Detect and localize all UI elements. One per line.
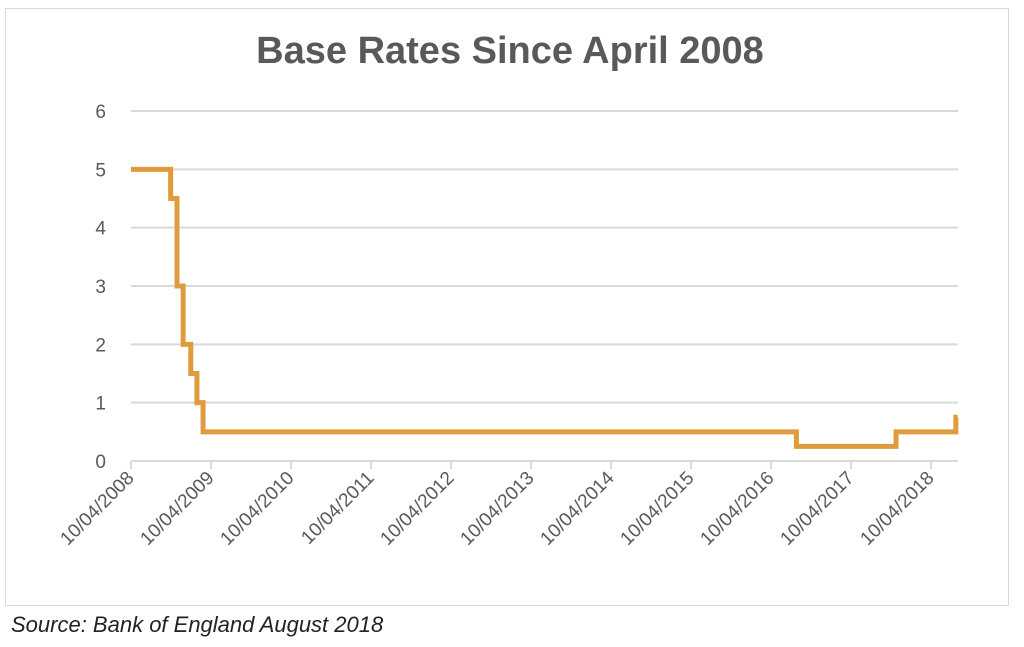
y-tick-label: 2: [95, 335, 106, 356]
x-tick-label: 10/04/2011: [297, 468, 378, 549]
y-tick-label: 5: [95, 160, 106, 181]
x-tick-label: 10/04/2012: [376, 468, 458, 550]
y-tick-label: 6: [95, 102, 106, 123]
x-tick-label: 10/04/2008: [56, 468, 138, 550]
chart-title: Base Rates Since April 2008: [256, 30, 764, 72]
rate-line: [131, 166, 959, 449]
x-tick-label: 10/04/2014: [536, 467, 618, 549]
x-tick-label: 10/04/2016: [696, 468, 778, 550]
x-tick-label: 10/04/2009: [136, 468, 218, 550]
chart-frame: [5, 8, 1009, 606]
x-tick-label: 10/04/2018: [856, 468, 938, 550]
y-tick-label: 1: [95, 394, 106, 415]
source-note: Source: Bank of England August 2018: [11, 612, 384, 637]
y-tick-label: 4: [95, 219, 106, 240]
x-tick-label: 10/04/2010: [216, 468, 298, 550]
y-tick-label: 0: [95, 452, 106, 473]
x-tick-label: 10/04/2015: [616, 468, 698, 550]
x-tick-label: 10/04/2017: [776, 468, 858, 550]
x-tick-label: 10/04/2013: [456, 468, 538, 550]
y-tick-label: 3: [95, 277, 106, 298]
